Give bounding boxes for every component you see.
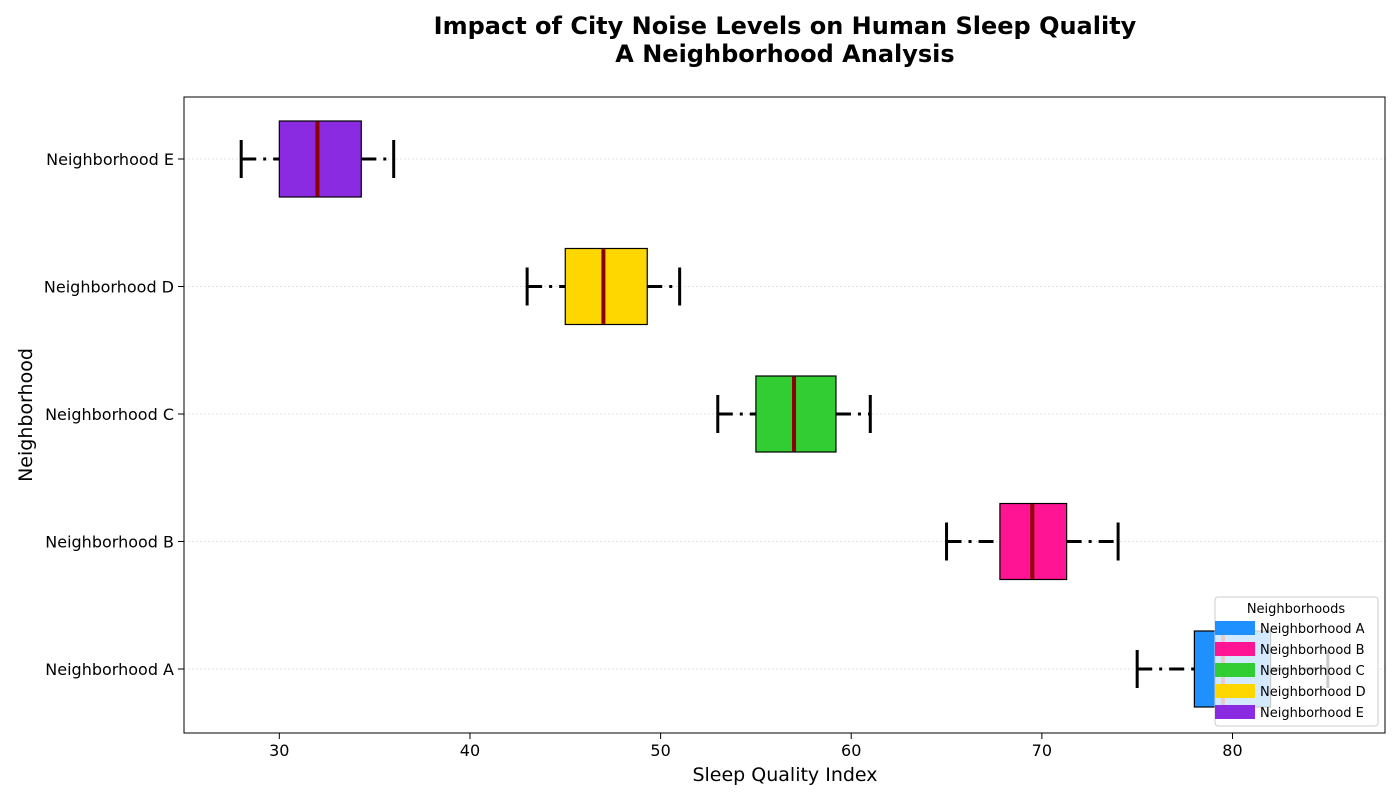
legend-swatch — [1215, 642, 1255, 656]
legend-entries: Neighborhood A Neighborhood B Neighborhood… — [1215, 621, 1366, 721]
legend-title: Neighborhoods — [1247, 602, 1346, 617]
legend-entry-label: Neighborhood B — [1260, 643, 1365, 658]
x-tick-label: 80 — [1222, 741, 1242, 760]
legend: Neighborhoods Neighborhood ANeighborhood… — [1214, 596, 1379, 727]
legend-swatch — [1215, 663, 1255, 677]
plot-frame — [183, 96, 1386, 734]
x-axis-label: Sleep Quality Index — [692, 764, 877, 786]
legend-frame — [1214, 596, 1379, 727]
box-neighborhood-d — [525, 247, 682, 326]
box-neighborhood-c — [716, 375, 872, 453]
y-ticks: Neighborhood A Neighborhood B Neighborhood… — [44, 150, 184, 679]
legend-entry-label: Neighborhood D — [1260, 685, 1366, 700]
legend-swatch — [1215, 705, 1255, 719]
legend-entry-label: Neighborhood A — [1260, 622, 1365, 637]
x-ticks: 30 40 50 60 70 80 — [269, 733, 1243, 760]
box-neighborhood-e — [239, 120, 396, 198]
legend-entry-label: Neighborhood E — [1260, 706, 1364, 721]
legend-entry-label: Neighborhood C — [1260, 664, 1365, 679]
legend-swatch — [1215, 684, 1255, 698]
x-tick-label: 30 — [269, 741, 289, 760]
x-tick-label: 70 — [1032, 741, 1052, 760]
x-tick-label: 40 — [460, 741, 480, 760]
box-iqr — [564, 247, 648, 326]
box-iqr — [278, 120, 362, 198]
box-neighborhood-b — [945, 502, 1120, 581]
y-tick-label: Neighborhood E — [46, 150, 174, 169]
chart-title-line-2: A Neighborhood Analysis — [615, 40, 954, 68]
y-axis-label: Neighborhood — [15, 348, 37, 482]
x-tick-label: 60 — [841, 741, 861, 760]
y-tick-label: Neighborhood C — [45, 405, 174, 424]
y-tick-label: Neighborhood B — [45, 533, 174, 552]
legend-swatch — [1215, 621, 1255, 635]
x-tick-label: 50 — [650, 741, 670, 760]
y-tick-label: Neighborhood A — [45, 660, 174, 679]
y-tick-label: Neighborhood D — [44, 278, 174, 297]
chart-title-line-1: Impact of City Noise Levels on Human Sle… — [434, 12, 1137, 40]
